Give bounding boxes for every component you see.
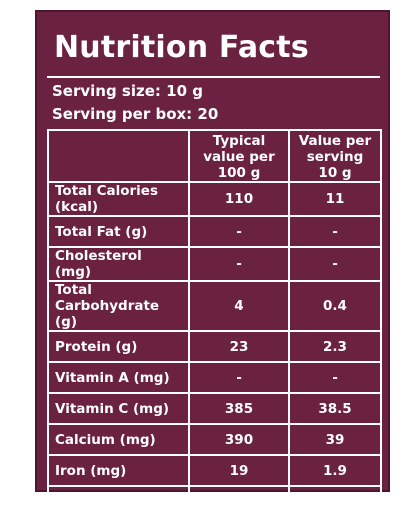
value-per-serving: - [288, 485, 382, 518]
title-divider [47, 76, 380, 78]
table-row: Sodium (mg) - - [47, 485, 382, 518]
nutrient-name: Cholesterol (mg) [47, 246, 190, 282]
table-row: Vitamin A (mg) - - [47, 361, 382, 394]
nutrition-table: Typical value per 100 g Value per servin… [47, 129, 382, 518]
nutrition-facts-panel: Nutrition Facts Serving size: 10 g Servi… [35, 10, 390, 518]
table-row: Total Calories (kcal) 110 11 [47, 181, 382, 217]
nutrient-name: Calcium (mg) [47, 423, 190, 456]
table-header-row: Typical value per 100 g Value per servin… [47, 129, 382, 183]
table-row: Iron (mg) 19 1.9 [47, 454, 382, 487]
value-per-100g: 385 [188, 392, 290, 425]
nutrient-name: Vitamin A (mg) [47, 361, 190, 394]
header-typical-value: Typical value per 100 g [188, 129, 290, 183]
value-per-100g: 4 [188, 280, 290, 332]
value-per-serving: 38.5 [288, 392, 382, 425]
nutrient-name: Total Fat (g) [47, 215, 190, 248]
value-per-serving: 11 [288, 181, 382, 217]
value-per-serving: 0.4 [288, 280, 382, 332]
value-per-100g: - [188, 485, 290, 518]
value-per-serving: 39 [288, 423, 382, 456]
value-per-serving: 2.3 [288, 330, 382, 363]
serving-size: Serving size: 10 g [52, 82, 203, 100]
header-value-per-serving: Value per serving 10 g [288, 129, 382, 183]
value-per-100g: 23 [188, 330, 290, 363]
value-per-100g: - [188, 215, 290, 248]
value-per-serving: - [288, 361, 382, 394]
value-per-100g: - [188, 246, 290, 282]
value-per-serving: 1.9 [288, 454, 382, 487]
value-per-serving: - [288, 215, 382, 248]
value-per-100g: 110 [188, 181, 290, 217]
table-row: Total Carbohydrate (g) 4 0.4 [47, 280, 382, 332]
value-per-100g: 19 [188, 454, 290, 487]
nutrient-name: Protein (g) [47, 330, 190, 363]
nutrition-title: Nutrition Facts [54, 30, 309, 65]
nutrient-name: Sodium (mg) [47, 485, 190, 518]
nutrient-name: Total Calories (kcal) [47, 181, 190, 217]
value-per-100g: - [188, 361, 290, 394]
value-per-100g: 390 [188, 423, 290, 456]
header-blank [47, 129, 190, 183]
table-row: Protein (g) 23 2.3 [47, 330, 382, 363]
nutrient-name: Total Carbohydrate (g) [47, 280, 190, 332]
table-row: Total Fat (g) - - [47, 215, 382, 248]
serving-per-box: Serving per box: 20 [52, 105, 219, 123]
value-per-serving: - [288, 246, 382, 282]
nutrient-name: Vitamin C (mg) [47, 392, 190, 425]
table-row: Calcium (mg) 390 39 [47, 423, 382, 456]
nutrient-name: Iron (mg) [47, 454, 190, 487]
table-row: Vitamin C (mg) 385 38.5 [47, 392, 382, 425]
table-row: Cholesterol (mg) - - [47, 246, 382, 282]
